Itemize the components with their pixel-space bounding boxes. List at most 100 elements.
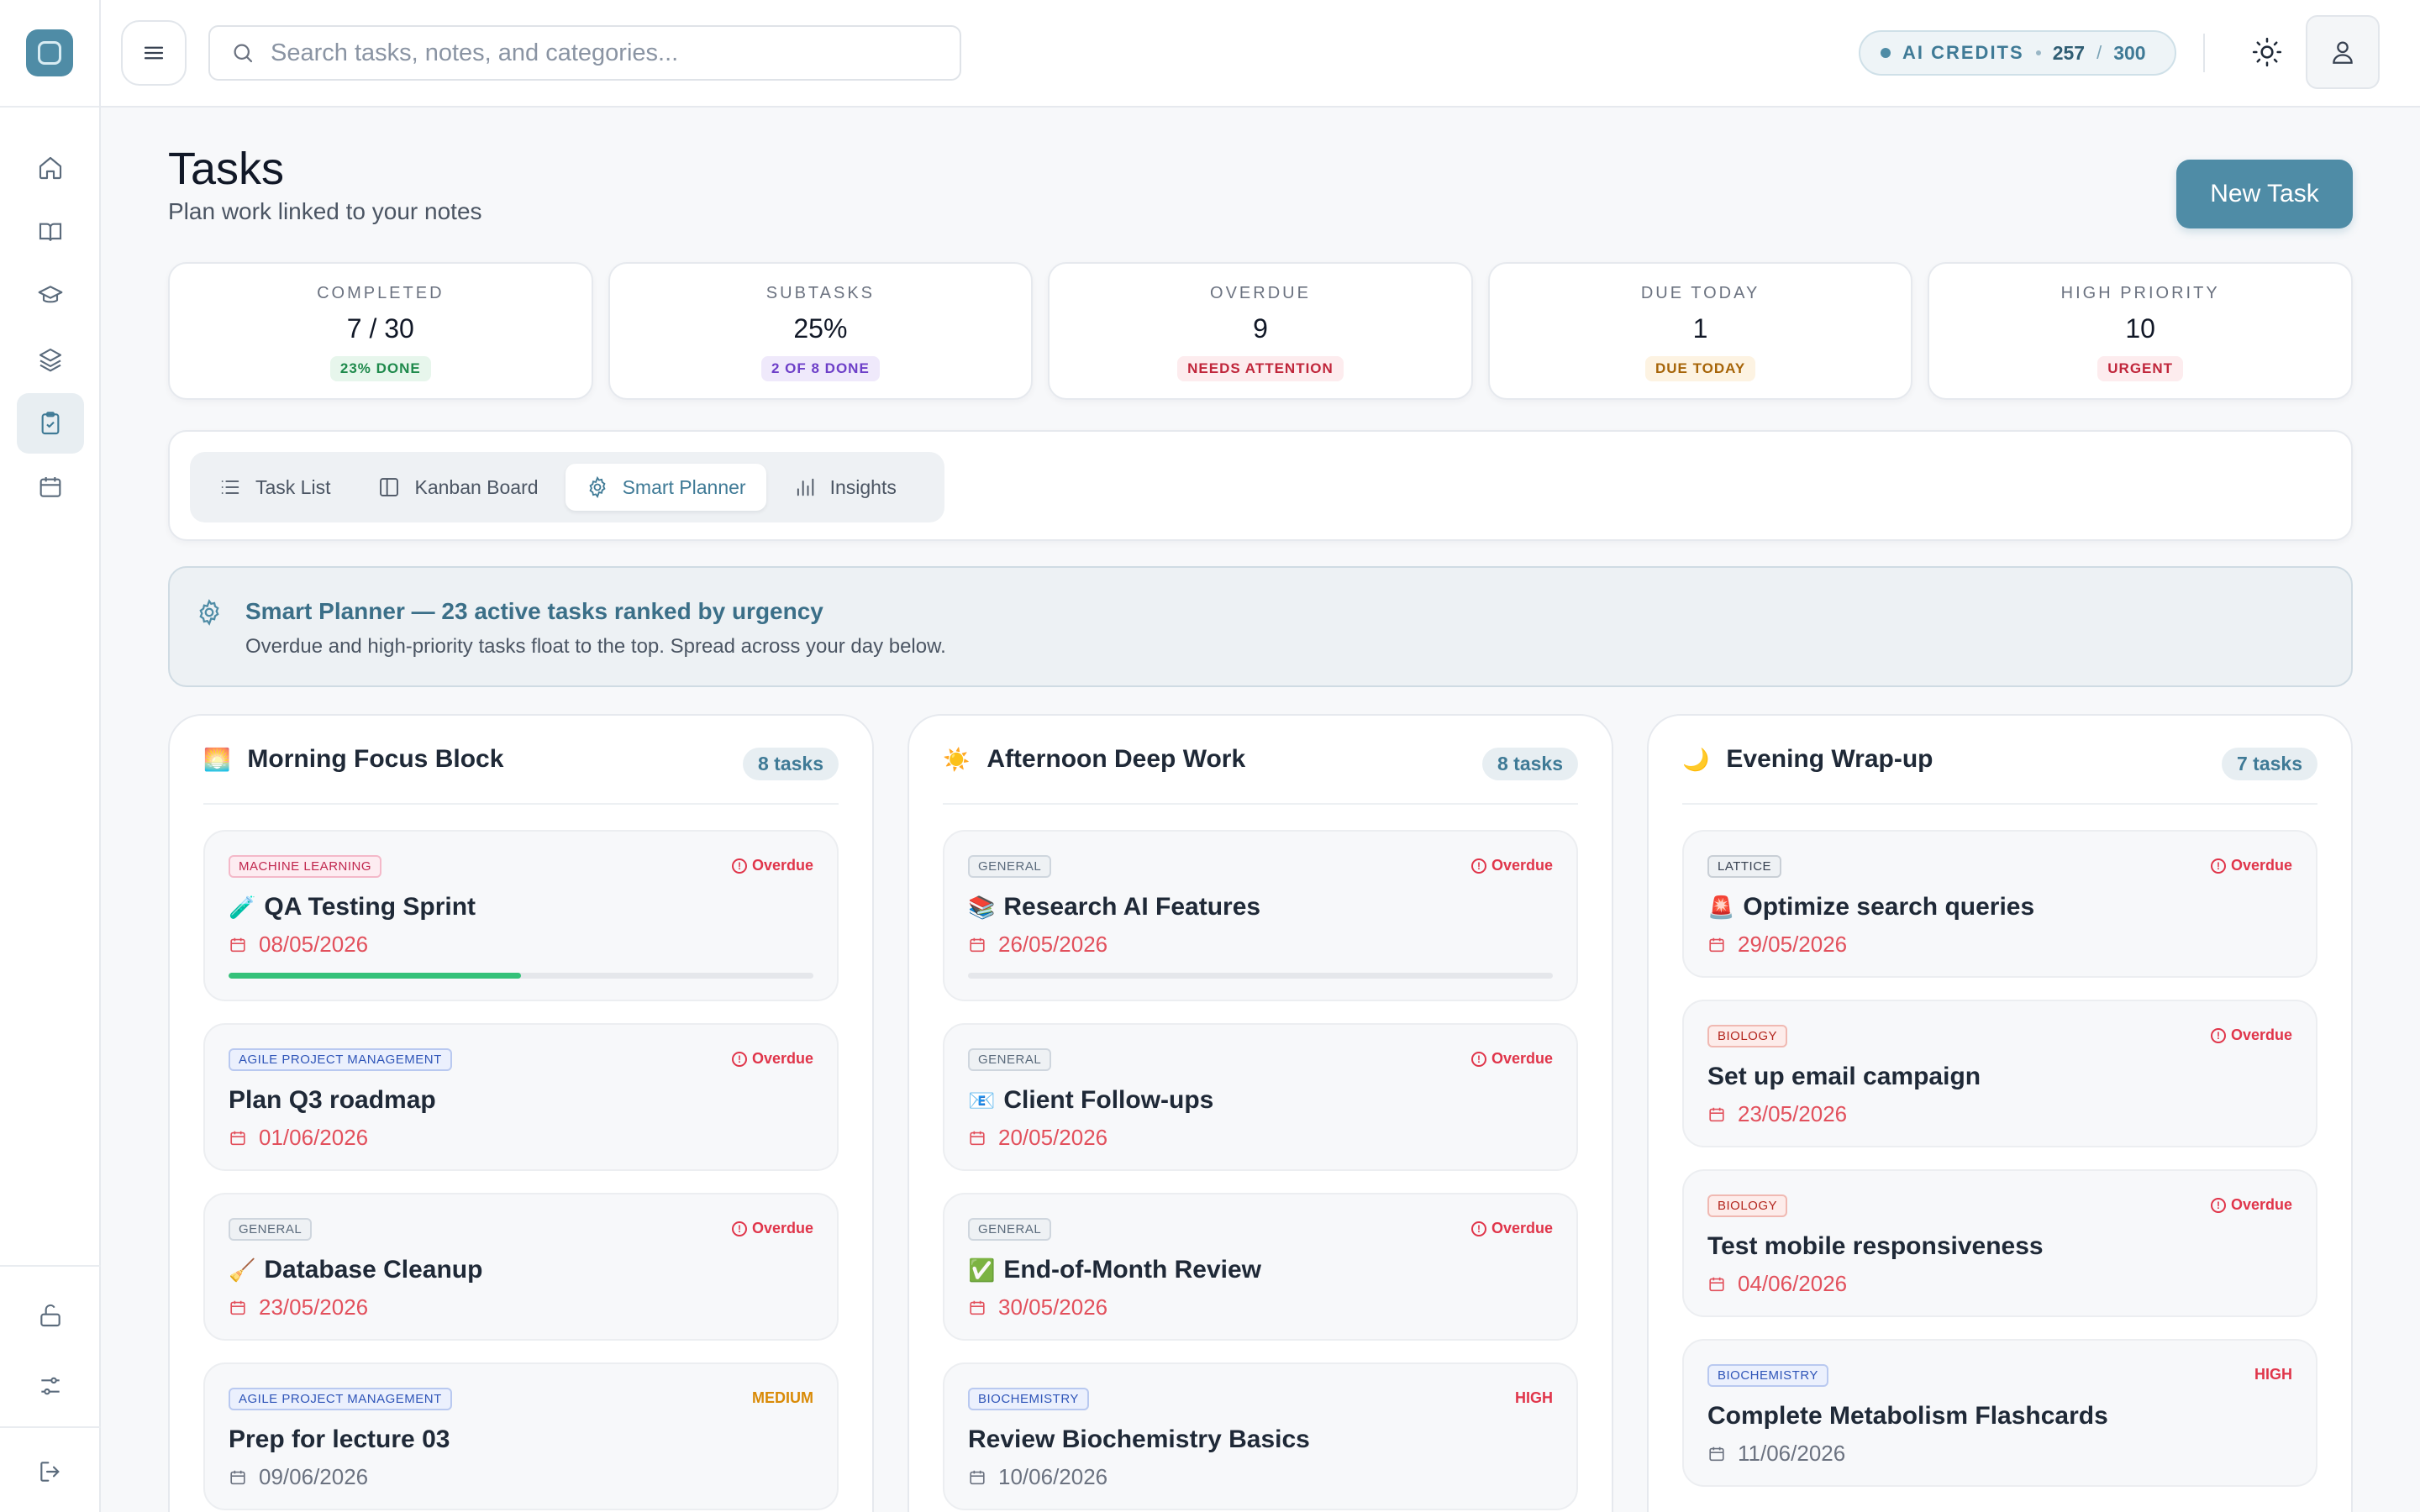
due-date-text: 26/05/2026	[998, 932, 1108, 957]
task-emoji: 📧	[968, 1087, 996, 1113]
search-input[interactable]	[271, 39, 943, 67]
priority-label: HIGH	[1515, 1389, 1553, 1407]
task-title-text: Complete Metabolism Flashcards	[1707, 1402, 2108, 1430]
planner-column-morning-focus-block: 🌅 Morning Focus Block 8 tasks MACHINE LEARN…	[168, 714, 874, 1512]
logout-icon	[40, 1462, 60, 1482]
progress-bar	[229, 973, 813, 979]
overdue-indicator: ! Overdue	[1470, 1220, 1553, 1237]
ai-credits-badge: AI CREDITS 257 / 300	[1859, 30, 2176, 76]
sidebar-item-notes[interactable]	[17, 202, 84, 262]
priority-label: HIGH	[2254, 1366, 2292, 1383]
category-tag: BIOCHEMISTRY	[968, 1388, 1089, 1410]
tab-insights[interactable]: Insights	[773, 464, 917, 511]
task-card[interactable]: GENERAL! Overdue ✅ End-of-Month Review 30/05…	[943, 1193, 1578, 1341]
task-card[interactable]: BIOLOGY! Overdue Test mobile responsivenes…	[1682, 1169, 2317, 1317]
task-card[interactable]: LATTICE! Overdue 🚨 Optimize search queries 2…	[1682, 830, 2317, 978]
user-menu-button[interactable]	[2306, 15, 2380, 89]
task-card[interactable]: AGILE PROJECT MANAGEMENT MEDIUM Prep for l…	[203, 1362, 839, 1510]
task-title: 📚 Research AI Features	[968, 893, 1553, 921]
task-card[interactable]: BIOCHEMISTRY HIGH Review Biochemistry Basi…	[943, 1362, 1578, 1510]
stat-value: 7 / 30	[346, 313, 414, 344]
task-title: Plan Q3 roadmap	[229, 1086, 813, 1115]
column-header: 🌙 Evening Wrap-up 7 tasks	[1682, 716, 2317, 805]
task-title: 🧪 QA Testing Sprint	[229, 893, 813, 921]
flag-text: Overdue	[751, 1050, 813, 1067]
due-date-text: 23/05/2026	[259, 1294, 369, 1320]
sidebar-item-home[interactable]	[17, 138, 84, 198]
stat-badge: NEEDS ATTENTION	[1177, 356, 1344, 381]
task-due-date: 23/05/2026	[229, 1294, 813, 1320]
sidebar-item-tasks[interactable]	[17, 393, 84, 454]
stat-card-due-today: DUE TODAY 1 DUE TODAY	[1487, 262, 1913, 400]
tab-kanban-board[interactable]: Kanban Board	[357, 464, 558, 511]
column-header: ☀️ Afternoon Deep Work 8 tasks	[943, 716, 1578, 805]
task-title-text: Set up email campaign	[1707, 1063, 1981, 1090]
sidebar-bottom	[0, 1265, 101, 1512]
priority-label: MEDIUM	[752, 1389, 813, 1407]
task-title: Prep for lecture 03	[229, 1425, 813, 1454]
task-card[interactable]: GENERAL! Overdue 📧 Client Follow-ups 20/05/2…	[943, 1023, 1578, 1171]
task-card[interactable]: BIOCHEMISTRY HIGH Complete Metabolism Flas…	[1682, 1339, 2317, 1487]
category-tag: GENERAL	[968, 1048, 1052, 1071]
task-card[interactable]: GENERAL! Overdue 📚 Research AI Features 26/0…	[943, 830, 1578, 1001]
sidebar-item-courses[interactable]	[17, 265, 84, 326]
stat-label: OVERDUE	[1210, 284, 1311, 302]
stat-badge: DUE TODAY	[1644, 356, 1756, 381]
tab-smart-planner[interactable]: Smart Planner	[565, 464, 766, 511]
task-title-text: QA Testing Sprint	[264, 893, 476, 921]
gear-icon	[588, 475, 606, 499]
tab-label: Task List	[255, 475, 331, 498]
alert-circle-icon: !	[1470, 1221, 1486, 1236]
task-title: 🧹 Database Cleanup	[229, 1256, 813, 1284]
alert-circle-icon: !	[2210, 858, 2226, 874]
sidebar-item-calendar[interactable]	[17, 457, 84, 517]
gear-icon	[199, 599, 219, 626]
planner-columns: 🌅 Morning Focus Block 8 tasks MACHINE LEARN…	[168, 714, 2353, 1512]
sliders-icon	[41, 1377, 60, 1395]
tab-task-list[interactable]: Task List	[198, 464, 350, 511]
topbar: AI CREDITS 257 / 300	[101, 0, 2420, 108]
task-due-date: 01/06/2026	[229, 1125, 813, 1151]
category-tag: MACHINE LEARNING	[229, 855, 382, 878]
task-due-date: 30/05/2026	[968, 1294, 1553, 1320]
new-task-button[interactable]: New Task	[2176, 160, 2353, 228]
sidebar-item-layers[interactable]	[17, 329, 84, 390]
task-card[interactable]: AGILE PROJECT MANAGEMENT! Overdue Plan Q3 …	[203, 1023, 839, 1171]
stat-value: 1	[1692, 313, 1708, 344]
book-open-icon	[39, 223, 62, 241]
alert-circle-icon: !	[1470, 858, 1486, 874]
calendar-icon	[970, 1300, 985, 1315]
stat-label: HIGH PRIORITY	[2060, 284, 2220, 302]
theme-toggle-button[interactable]	[2244, 29, 2291, 76]
overdue-indicator: ! Overdue	[2210, 1196, 2292, 1214]
task-title: Review Biochemistry Basics	[968, 1425, 1553, 1454]
column-title: Morning Focus Block	[247, 745, 504, 773]
sidebar-nav	[0, 134, 101, 521]
sidebar-item-settings[interactable]	[17, 1356, 84, 1416]
task-card[interactable]: GENERAL! Overdue 🧹 Database Cleanup 23/05/20…	[203, 1193, 839, 1341]
stat-badge: 2 OF 8 DONE	[760, 356, 880, 381]
calendar-icon	[230, 1131, 245, 1145]
logo-area	[0, 0, 99, 108]
progress-fill	[229, 973, 521, 979]
menu-button[interactable]	[121, 20, 187, 86]
calendar-icon	[970, 1131, 985, 1145]
flag-text: Overdue	[1491, 1050, 1553, 1067]
task-card[interactable]: BIOLOGY! Overdue Set up email campaign 23/0…	[1682, 1000, 2317, 1147]
flag-text: Overdue	[1491, 857, 1553, 874]
flag-text: Overdue	[751, 857, 813, 874]
sidebar-item-logout[interactable]	[17, 1441, 84, 1502]
column-count-badge: 8 tasks	[742, 748, 839, 780]
app-logo[interactable]	[26, 29, 73, 76]
task-card[interactable]: MACHINE LEARNING! Overdue 🧪 QA Testing Spri…	[203, 830, 839, 1001]
hamburger-icon	[144, 46, 164, 60]
ai-credits-label: AI CREDITS	[1902, 42, 2024, 63]
flag-text: Overdue	[2230, 857, 2292, 874]
ai-credits-total: 300	[2113, 41, 2146, 64]
stat-value: 9	[1253, 313, 1268, 344]
category-tag: GENERAL	[229, 1218, 313, 1241]
sidebar-item-lock[interactable]	[17, 1285, 84, 1346]
search-icon	[234, 44, 253, 63]
stat-card-completed: COMPLETED 7 / 30 23% DONE	[168, 262, 593, 400]
task-emoji: 📚	[968, 894, 996, 920]
